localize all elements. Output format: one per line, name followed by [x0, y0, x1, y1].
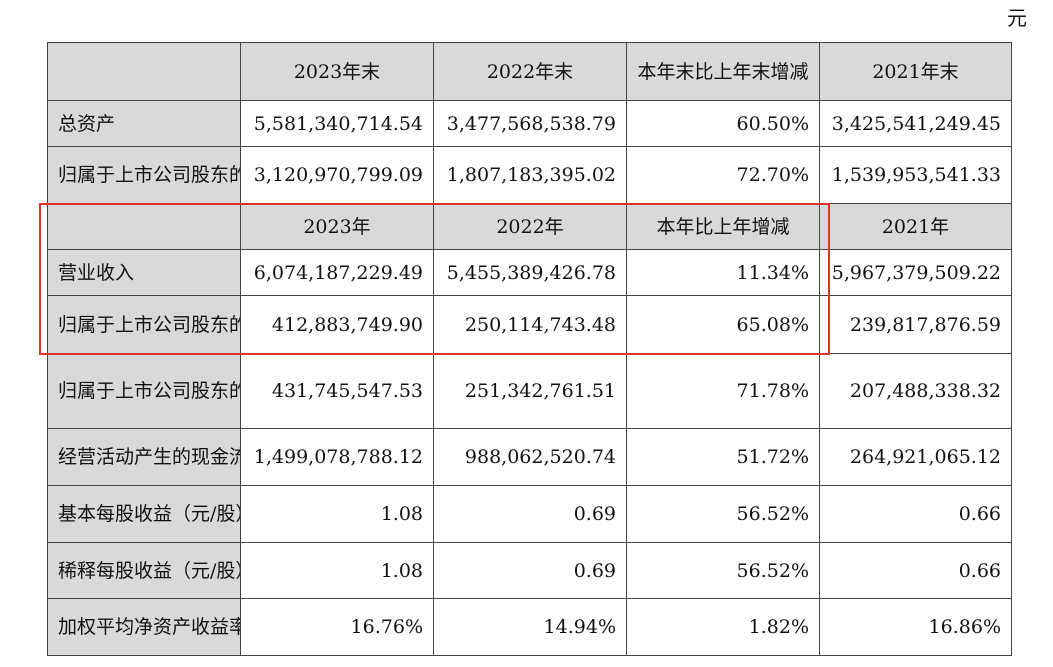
table-cell: 0.66: [819, 542, 1012, 599]
table-cell: 264,921,065.12: [819, 428, 1012, 486]
header-corner-cell: [47, 42, 241, 101]
table-cell: 72.70%: [626, 146, 820, 204]
column-header-yoy-change-end: 本年末比上年末增减: [626, 42, 820, 101]
table-row: 总资产 5,581,340,714.54 3,477,568,538.79 60…: [47, 100, 1012, 147]
table-cell: 51.72%: [626, 428, 820, 486]
table-row: 稀释每股收益（元/股） 1.08 0.69 56.52% 0.66: [47, 542, 1012, 599]
table-cell: 412,883,749.90: [240, 295, 434, 354]
table-cell: 6,074,187,229.49: [240, 249, 434, 296]
currency-unit-label: 元: [1007, 6, 1027, 30]
column-header-yoy-change: 本年比上年增减: [626, 203, 820, 250]
row-label-basic-eps: 基本每股收益（元/股）: [47, 485, 241, 543]
table-cell: 71.78%: [626, 353, 820, 429]
table-cell: 56.52%: [626, 485, 820, 543]
table-cell: 1,807,183,395.02: [433, 146, 627, 204]
table-cell: 0.69: [433, 542, 627, 599]
column-header-2022-end: 2022年末: [433, 42, 627, 101]
table-cell: 0.69: [433, 485, 627, 543]
row-label-net-profit: 归属于上市公司股东的净利润: [47, 295, 241, 354]
column-header-2021: 2021年: [819, 203, 1012, 250]
table-cell: 207,488,338.32: [819, 353, 1012, 429]
table-cell: 251,342,761.51: [433, 353, 627, 429]
table-cell: 431,745,547.53: [240, 353, 434, 429]
table-row: 基本每股收益（元/股） 1.08 0.69 56.52% 0.66: [47, 485, 1012, 543]
table-row: 经营活动产生的现金流量净额 1,499,078,788.12 988,062,5…: [47, 428, 1012, 486]
table-cell: 250,114,743.48: [433, 295, 627, 354]
table-cell: 65.08%: [626, 295, 820, 354]
header-corner-cell: [47, 203, 241, 250]
row-label-operating-cash-flow: 经营活动产生的现金流量净额: [47, 428, 241, 486]
table-cell: 60.50%: [626, 100, 820, 147]
table-cell: 0.66: [819, 485, 1012, 543]
row-label-revenue: 营业收入: [47, 249, 241, 296]
row-label-net-profit-excl-nonrecurring: 归属于上市公司股东的扣除非经常性损益的净利润: [47, 353, 241, 429]
column-header-2021-end: 2021年末: [819, 42, 1012, 101]
table-cell: 3,120,970,799.09: [240, 146, 434, 204]
table-cell: 5,455,389,426.78: [433, 249, 627, 296]
table-cell: 56.52%: [626, 542, 820, 599]
financial-data-table: 2023年末 2022年末 本年末比上年末增减 2021年末 总资产 5,581…: [47, 42, 1012, 656]
row-label-diluted-eps: 稀释每股收益（元/股）: [47, 542, 241, 599]
table-row: 加权平均净资产收益率 16.76% 14.94% 1.82% 16.86%: [47, 598, 1012, 656]
column-header-2023-end: 2023年末: [240, 42, 434, 101]
table-cell: 1,539,953,541.33: [819, 146, 1012, 204]
table-cell: 3,477,568,538.79: [433, 100, 627, 147]
table-cell: 11.34%: [626, 249, 820, 296]
table-cell: 16.86%: [819, 598, 1012, 656]
table-row: 归属于上市公司股东的净资产 3,120,970,799.09 1,807,183…: [47, 146, 1012, 204]
table-cell: 1.82%: [626, 598, 820, 656]
table-row: 营业收入 6,074,187,229.49 5,455,389,426.78 1…: [47, 249, 1012, 296]
column-header-2022: 2022年: [433, 203, 627, 250]
table-cell: 16.76%: [240, 598, 434, 656]
income-header-row: 2023年 2022年 本年比上年增减 2021年: [47, 203, 1012, 250]
table-cell: 1.08: [240, 542, 434, 599]
row-label-weighted-roe: 加权平均净资产收益率: [47, 598, 241, 656]
table-cell: 3,425,541,249.45: [819, 100, 1012, 147]
table-cell: 5,581,340,714.54: [240, 100, 434, 147]
table-row: 归属于上市公司股东的净利润 412,883,749.90 250,114,743…: [47, 295, 1012, 354]
table-cell: 1.08: [240, 485, 434, 543]
table-cell: 988,062,520.74: [433, 428, 627, 486]
table-cell: 239,817,876.59: [819, 295, 1012, 354]
row-label-net-assets: 归属于上市公司股东的净资产: [47, 146, 241, 204]
table-cell: 1,499,078,788.12: [240, 428, 434, 486]
table-cell: 14.94%: [433, 598, 627, 656]
table-row: 归属于上市公司股东的扣除非经常性损益的净利润 431,745,547.53 25…: [47, 353, 1012, 429]
table-cell: 5,967,379,509.22: [819, 249, 1012, 296]
row-label-total-assets: 总资产: [47, 100, 241, 147]
balance-header-row: 2023年末 2022年末 本年末比上年末增减 2021年末: [47, 42, 1012, 101]
column-header-2023: 2023年: [240, 203, 434, 250]
